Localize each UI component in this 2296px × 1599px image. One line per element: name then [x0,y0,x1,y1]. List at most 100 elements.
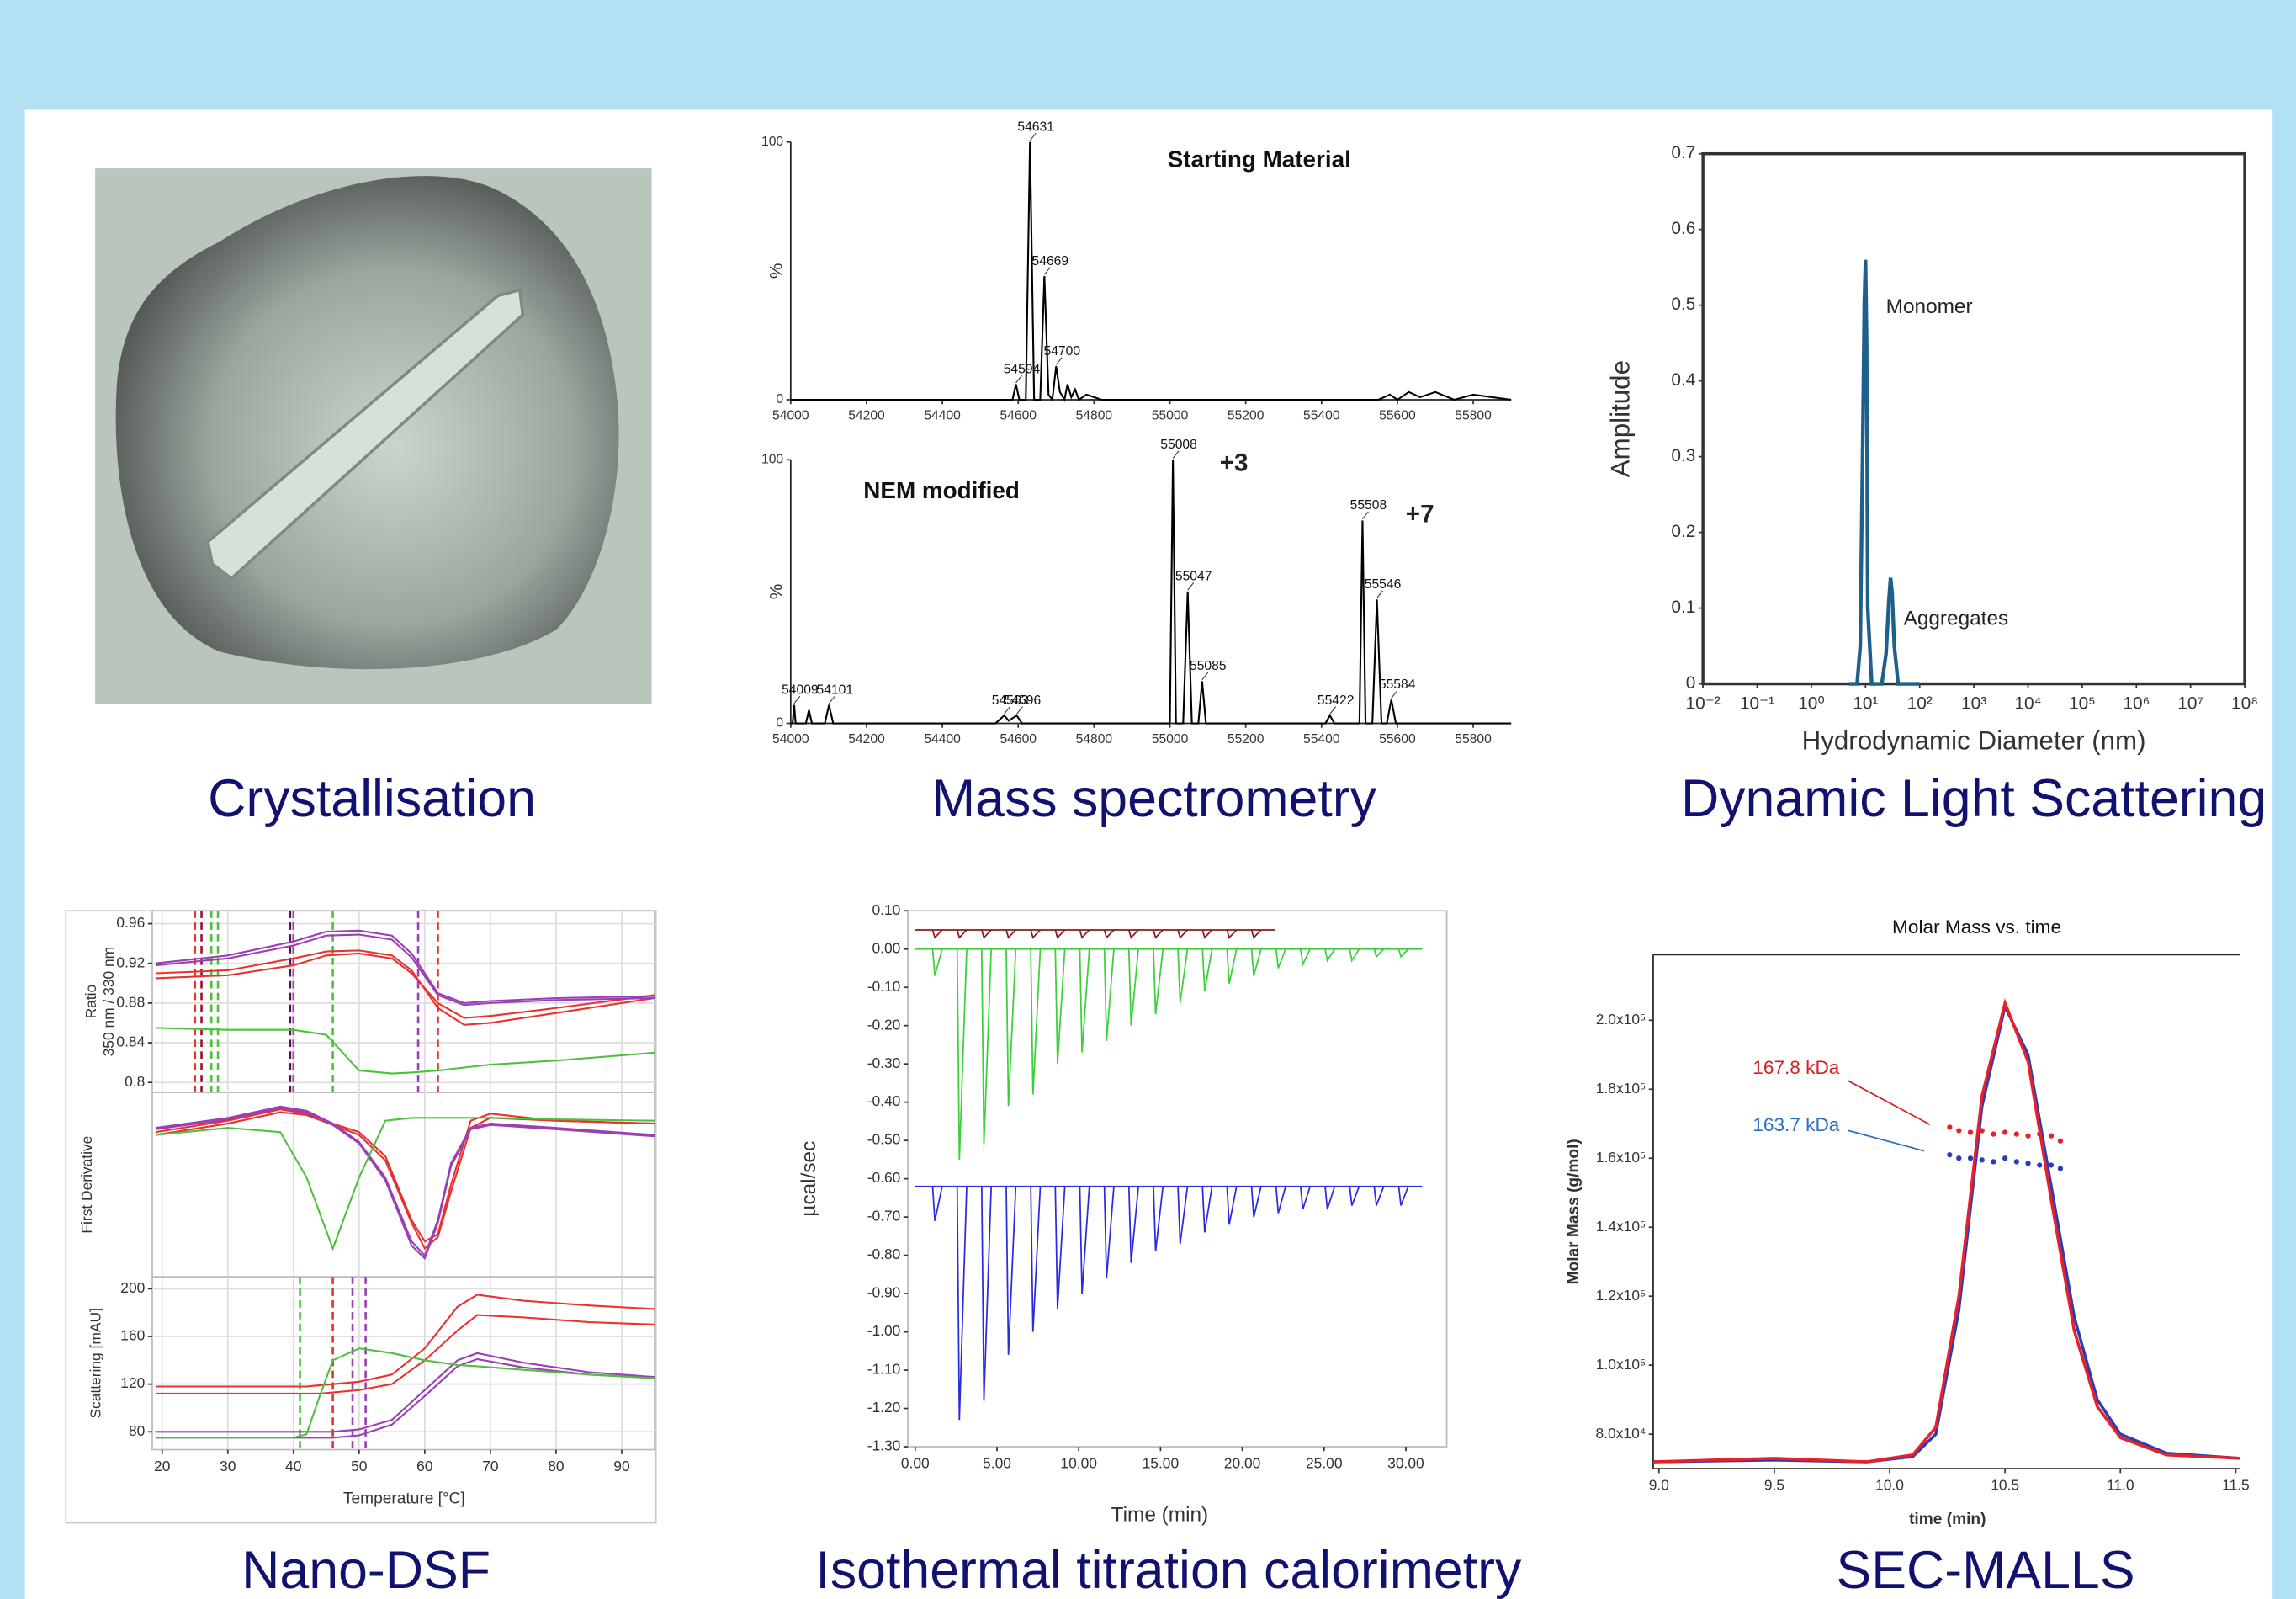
peak-leader [1004,706,1010,715]
injection-peak [1103,1186,1115,1278]
injection-peak [1030,929,1042,939]
chart-title: Molar Mass vs. time [1892,916,2061,938]
x-axis-label: Temperature [°C] [343,1490,465,1508]
y-tick-label: -0.40 [867,1092,901,1109]
peak-label: 54596 [1005,693,1042,708]
injection-peak [956,1186,968,1421]
y-axis-label: First Derivative [78,1136,95,1234]
x-tick-label: 60 [416,1458,432,1474]
injection-peak [1054,1186,1066,1309]
data-point [1967,1129,1974,1135]
injection-peak [1054,929,1066,939]
x-axis-label: Hydrodynamic Diameter (nm) [1802,725,2146,755]
injection-peak [1127,929,1139,939]
caption: SEC-MALLS [1837,1541,2135,1599]
y-tick-label: 200 [120,1279,145,1296]
data-point [2057,1166,2064,1171]
y-tick-label: 0.2 [1671,522,1695,541]
y-tick-label: 0.4 [1671,370,1695,390]
injection-peak [1226,948,1238,984]
y-tick-label: 0.1 [1671,598,1695,617]
injection-peak [981,929,992,939]
data-point [1947,1124,1953,1130]
peak-leader [1201,672,1209,681]
injection-peak [1005,929,1016,939]
data-point [2048,1133,2055,1139]
x-tick-label: 10⁶ [2123,693,2150,713]
x-tick-label: 55800 [1455,732,1492,746]
y-axis-label: Amplitude [1606,360,1636,477]
caption: Nano-DSF [241,1541,490,1599]
x-tick-label: 10² [1907,693,1933,713]
data-line [155,1352,655,1433]
data-line [1652,998,2240,1464]
peak-leader [828,695,835,704]
injection-peak [1079,929,1090,939]
y-tick-label: -0.10 [867,978,901,995]
x-tick-label: 55600 [1379,408,1416,422]
y-tick-label: 0.5 [1671,295,1695,314]
data-line [790,141,1512,402]
data-line [155,1117,655,1251]
peak-label: 54563 [992,693,1029,708]
annotation-arrow [1848,1080,1931,1126]
x-tick-label: 11.5 [2222,1477,2250,1494]
injection-peak [1177,929,1189,939]
x-tick-label: 10¹ [1853,693,1878,713]
y-tick-label: 120 [120,1374,145,1391]
injection-peak [1250,948,1262,976]
injection-peak [1177,1186,1189,1245]
y-tick-label: -1.00 [867,1322,901,1339]
data-point [2025,1161,2031,1166]
data-point [2048,1162,2055,1168]
x-tick-label: 0.00 [901,1455,930,1472]
data-point [1991,1131,1996,1137]
y-tick-label: -1.10 [867,1361,901,1378]
x-tick-label: 10⁵ [2069,693,2096,713]
caption: Dynamic Light Scattering [1681,769,2267,828]
y-tick-label: -1.20 [867,1399,901,1416]
y-tick-label: 0 [776,392,783,406]
data-line [155,949,655,1026]
injection-peak [931,929,943,939]
injection-peak [1275,1186,1286,1214]
injection-peak [1201,1186,1213,1233]
y-tick-label: 0.92 [116,954,145,970]
injection-peak [1153,948,1164,1015]
y-axis-label: 350 nm / 330 nm [100,947,117,1056]
x-tick-label: 55400 [1303,408,1340,422]
y-tick-label: 2.0x10⁵ [1596,1011,1646,1028]
x-tick-label: 55200 [1228,408,1265,422]
annotation: Monomer [1886,295,1973,318]
peak-leader [1376,590,1383,598]
y-tick-label: -0.70 [867,1208,901,1224]
data-line [155,1027,655,1075]
data-point [2013,1131,2019,1137]
y-axis-label: Scattering [mAU] [87,1308,103,1418]
injection-peak [1226,929,1238,939]
data-point [2057,1138,2064,1144]
injection-peak [1127,1186,1139,1263]
injection-peak [1349,1186,1360,1206]
y-tick-label: 0.6 [1671,219,1695,238]
injection-peak [1300,1186,1312,1210]
x-tick-label: 10⁴ [2014,693,2041,713]
injection-peak [1153,929,1164,939]
y-tick-label: 0.3 [1671,446,1695,465]
data-point [2002,1129,2008,1135]
data-line [790,460,1512,725]
data-line [155,1108,655,1243]
injection-peak [931,948,943,976]
data-line [155,1107,655,1261]
data-line [155,929,655,1004]
injection-peak [931,1186,943,1221]
x-tick-label: 54800 [1076,408,1113,422]
injection-peak [1250,929,1262,939]
data-point [2025,1133,2031,1139]
y-tick-label: -1.30 [867,1437,901,1454]
data-point [2013,1159,2019,1165]
x-tick-label: 20 [154,1458,170,1474]
x-tick-label: 54400 [924,408,961,422]
peak-leader [1187,582,1195,591]
x-tick-label: 10⁸ [2231,693,2258,713]
